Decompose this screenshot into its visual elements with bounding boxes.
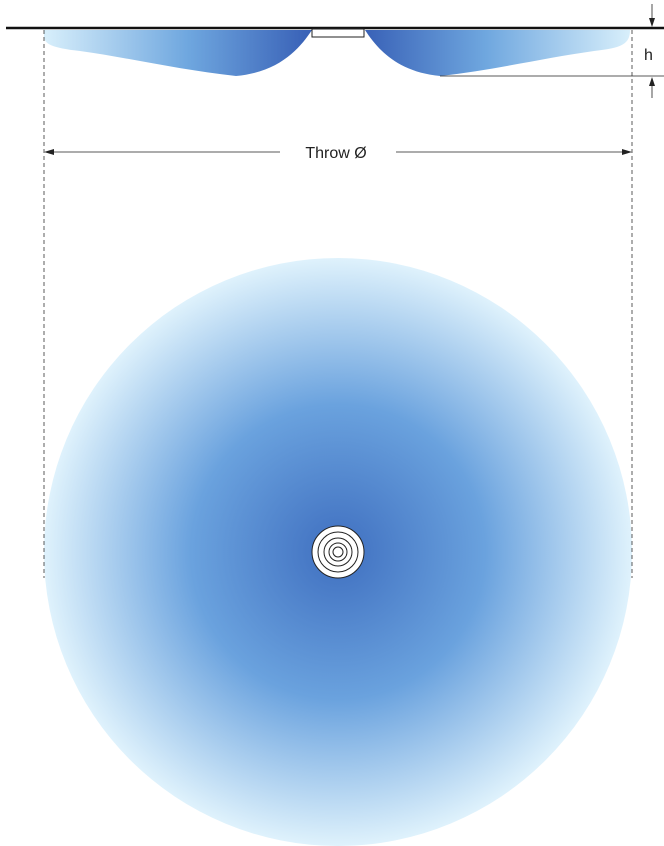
throw-dimension: Throw Ø (44, 145, 632, 162)
diffuser-side-view (311, 28, 365, 38)
arrowhead-icon (649, 18, 655, 27)
air-plume-left (44, 30, 312, 76)
throw-label: Throw Ø (305, 145, 366, 162)
arrowhead-icon (44, 149, 54, 155)
plan-view (44, 258, 632, 846)
side-view: h Throw Ø (6, 4, 664, 162)
arrowhead-icon (622, 149, 632, 155)
arrowhead-icon (649, 77, 655, 86)
height-label: h (644, 47, 653, 64)
concentric-rings-icon (311, 525, 365, 579)
air-plume-right (365, 30, 630, 76)
height-dimension: h (440, 4, 664, 98)
